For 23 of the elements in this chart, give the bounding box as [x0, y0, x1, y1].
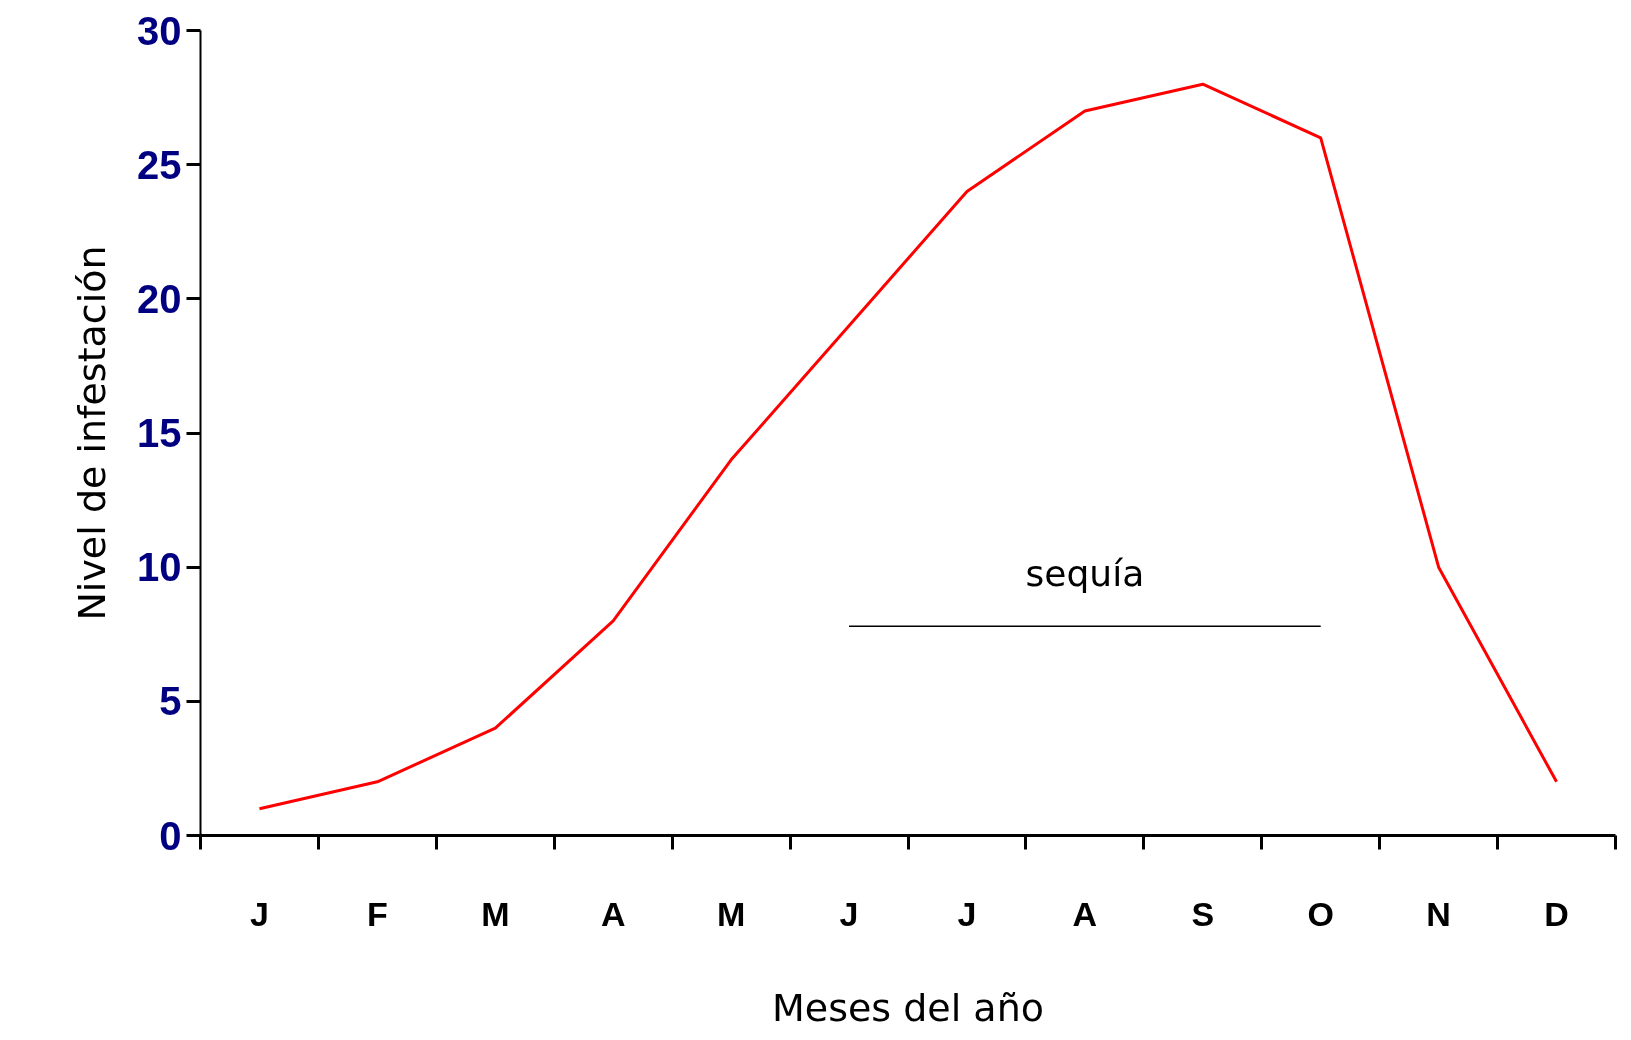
x-tick-label: M	[481, 894, 510, 933]
x-tick-label: M	[716, 894, 746, 933]
x-tick-label: J	[839, 894, 859, 933]
y-tick-label: 20	[137, 276, 182, 321]
y-tick-label: 0	[159, 813, 182, 858]
y-tick-label: 10	[137, 545, 182, 590]
x-tick-label: O	[1307, 894, 1334, 933]
annotation: sequía	[1025, 553, 1145, 594]
x-tick-label: J	[957, 894, 977, 933]
x-tick-label: D	[1544, 894, 1569, 933]
x-tick-label: J	[250, 894, 269, 933]
x-axis-title: Meses del año	[772, 985, 1044, 1030]
y-tick-label: 15	[137, 411, 182, 455]
x-tick-label: N	[1426, 894, 1451, 933]
x-tick-label: F	[366, 894, 388, 933]
y-tick-label: 30	[137, 8, 182, 53]
y-tick-label: 25	[137, 142, 182, 187]
y-axis-title: Nivel de infestación	[70, 245, 115, 621]
x-tick-label: A	[1072, 894, 1098, 933]
x-tick-label: A	[600, 894, 626, 933]
y-tick-label: 5	[159, 679, 182, 724]
line-series	[257, 82, 1559, 811]
x-tick-label: S	[1191, 894, 1215, 933]
